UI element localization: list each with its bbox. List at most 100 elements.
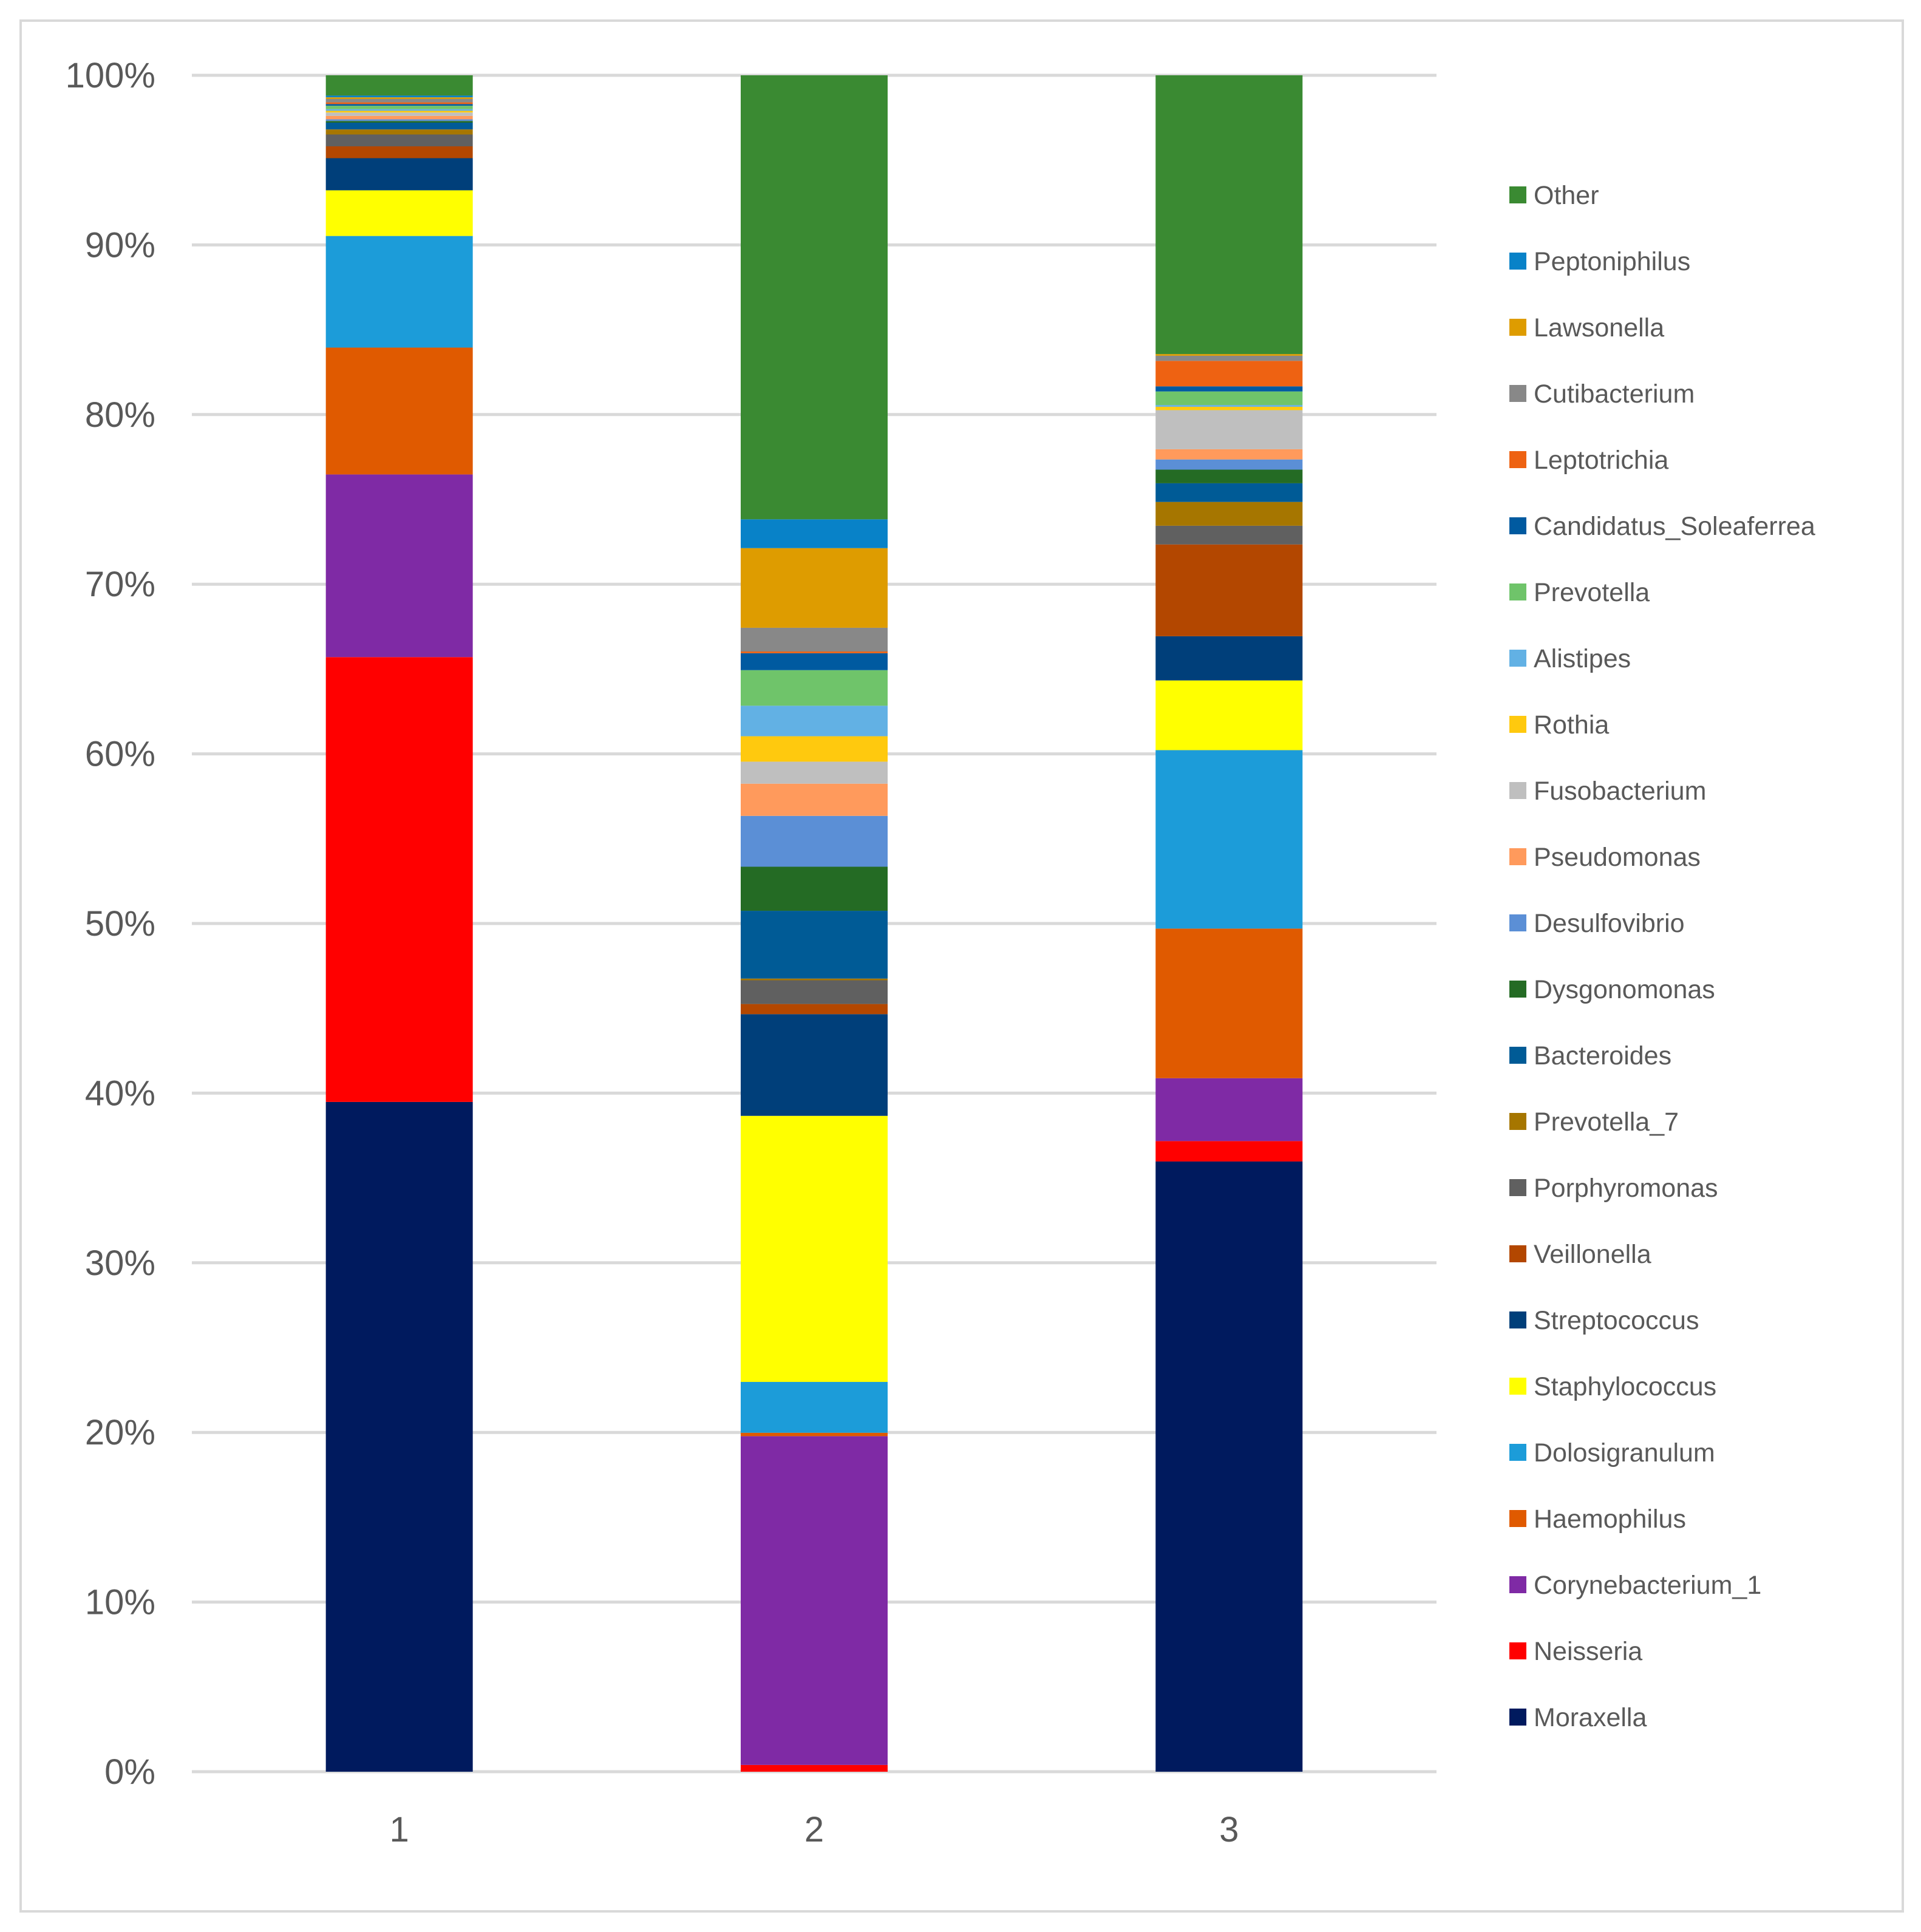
y-tick-label: 90% [85, 225, 155, 265]
legend-swatch [1509, 914, 1526, 931]
bar-segment-1-lawsonella [325, 97, 473, 99]
bar-segment-1-pseudomonas [325, 115, 473, 120]
bar-segment-1-dysgonomonas [325, 121, 473, 123]
bar-segment-3-leptotrichia [1155, 361, 1303, 387]
legend-label: Neisseria [1534, 1637, 1642, 1666]
bar-segment-3-candidatus-soleaferrea [1155, 386, 1303, 392]
legend-label: Veillonella [1534, 1240, 1651, 1269]
bar-segment-1-corynebacterium-1 [325, 474, 473, 658]
bar-segment-3-corynebacterium-1 [1155, 1078, 1303, 1141]
bar-segment-2-rothia [741, 736, 888, 762]
legend-swatch [1509, 385, 1526, 402]
bar-segment-1-dolosigranulum [325, 236, 473, 348]
bar-segment-2-streptococcus [741, 1014, 888, 1116]
bar-segment-1-cutibacterium [325, 98, 473, 103]
bar-segment-2-alistipes [741, 706, 888, 736]
bar-segment-2-pseudomonas [741, 783, 888, 816]
x-tick-label-1: 1 [390, 1810, 409, 1849]
bar-segment-1-fusobacterium [325, 112, 473, 116]
legend-swatch [1509, 451, 1526, 468]
bar-segment-1-alistipes [325, 109, 473, 111]
bar-segment-2-bacteroides [741, 911, 888, 979]
legend-swatch [1509, 1709, 1526, 1726]
bar-segment-2-other [741, 75, 888, 520]
bar-segment-1-prevotella-7 [325, 129, 473, 135]
bar-segment-2-dolosigranulum [741, 1382, 888, 1433]
y-tick-label: 40% [85, 1073, 155, 1113]
bar-segment-1-desulfovibrio [325, 119, 473, 121]
bar-segment-2-porphyromonas [741, 980, 888, 1004]
bar-segment-2-neisseria [741, 1764, 888, 1772]
bar-segment-3-neisseria [1155, 1141, 1303, 1162]
legend-label: Prevotella [1534, 578, 1650, 607]
legend-swatch [1509, 650, 1526, 667]
bar-segment-2-leptotrichia [741, 651, 888, 653]
bar-segment-3-haemophilus [1155, 928, 1303, 1078]
bar-segment-3-prevotella-7 [1155, 502, 1303, 526]
bar-segment-3-other [1155, 75, 1303, 355]
legend-label: Alistipes [1534, 644, 1631, 673]
legend-label: Bacteroides [1534, 1041, 1671, 1070]
legend: Other Peptoniphilus Lawsonella Cutibacteriu… [1509, 181, 1815, 1732]
y-tick-label: 0% [104, 1752, 155, 1792]
bar-segment-2-peptoniphilus [741, 519, 888, 548]
y-tick-label: 80% [85, 395, 155, 435]
legend-label: Dolosigranulum [1534, 1438, 1715, 1468]
legend-label: Desulfovibrio [1534, 909, 1685, 938]
legend-swatch [1509, 319, 1526, 336]
y-tick-label: 60% [85, 735, 155, 774]
legend-label: Dysgonomonas [1534, 975, 1715, 1004]
bar-segment-3-veillonella [1155, 544, 1303, 636]
y-tick-label: 50% [85, 904, 155, 944]
y-tick-label: 20% [85, 1413, 155, 1452]
legend-label: Rothia [1534, 710, 1609, 740]
bar-segment-3-desulfovibrio [1155, 459, 1303, 470]
bar-segment-2-fusobacterium [741, 761, 888, 784]
legend-label: Haemophilus [1534, 1505, 1686, 1534]
bar-segment-1-staphylococcus [325, 190, 473, 236]
bar-segment-2-candidatus-soleaferrea [741, 653, 888, 670]
bar-segment-2-prevotella [741, 670, 888, 706]
y-axis-tick-labels: 0% 10% 20% 30% 40% 50% 60% 70% 80% 90% 100% [66, 56, 155, 1792]
bar-segment-1-neisseria [325, 657, 473, 1102]
legend-swatch [1509, 1179, 1526, 1196]
legend-label: Staphylococcus [1534, 1372, 1716, 1401]
bar-segment-1-moraxella [325, 1101, 473, 1772]
bar-segment-1-candidatus-soleaferrea [325, 104, 473, 106]
bar-segment-2-cutibacterium [741, 627, 888, 652]
bar-segment-2-corynebacterium-1 [741, 1436, 888, 1765]
legend-swatch [1509, 1047, 1526, 1064]
legend-label: Prevotella_7 [1534, 1107, 1679, 1137]
bar-segment-3-staphylococcus [1155, 680, 1303, 750]
bar-segment-1-prevotella [325, 106, 473, 109]
bar-segment-2-staphylococcus [741, 1115, 888, 1383]
legend-swatch [1509, 1510, 1526, 1527]
x-axis-tick-labels: 1 2 3 [390, 1810, 1239, 1849]
bar-segment-3-moraxella [1155, 1161, 1303, 1772]
bar-segment-2-prevotella-7 [741, 978, 888, 981]
bar-segment-3-porphyromonas [1155, 525, 1303, 545]
bar-segment-1-bacteroides [325, 122, 473, 130]
legend-label: Leptotrichia [1534, 446, 1668, 475]
bar-segment-3-pseudomonas [1155, 449, 1303, 460]
bar-segment-2-haemophilus [741, 1432, 888, 1437]
bar-segment-3-alistipes [1155, 405, 1303, 407]
chart-frame: 0% 10% 20% 30% 40% 50% 60% 70% 80% 90% 100% 1 2 3 Ot… [19, 19, 1904, 1913]
legend-swatch [1509, 253, 1526, 270]
bar-segment-1-peptoniphilus [325, 95, 473, 98]
legend-swatch [1509, 782, 1526, 799]
legend-label: Candidatus_Soleaferrea [1534, 512, 1815, 541]
bar-segment-3-bacteroides [1155, 483, 1303, 502]
bar-segment-1-other [325, 75, 473, 96]
bar-segment-1-haemophilus [325, 347, 473, 475]
stacked-bar-chart: 0% 10% 20% 30% 40% 50% 60% 70% 80% 90% 100% 1 2 3 Ot… [66, 56, 1815, 1849]
bar-segment-2-dysgonomonas [741, 866, 888, 911]
legend-swatch [1509, 1378, 1526, 1395]
legend-label: Fusobacterium [1534, 777, 1706, 806]
bar-segment-1-veillonella [325, 146, 473, 158]
legend-swatch [1509, 848, 1526, 865]
legend-label: Streptococcus [1534, 1306, 1699, 1335]
y-tick-label: 100% [66, 56, 155, 95]
y-tick-label: 30% [85, 1243, 155, 1283]
bar-segment-3-cutibacterium [1155, 355, 1303, 361]
